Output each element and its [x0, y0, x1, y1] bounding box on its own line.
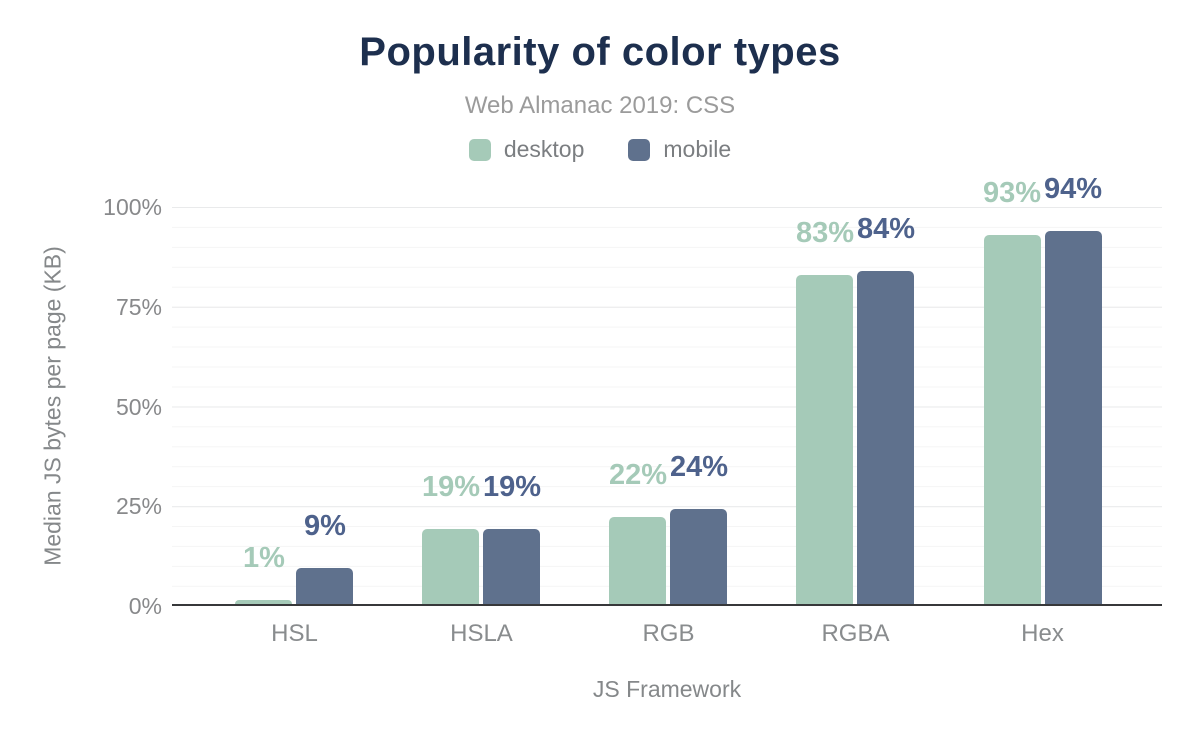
y-tick-75: 75% [115, 294, 162, 320]
bar-group-hex: 93% 94% [983, 174, 1102, 604]
bar-column-desktop-hsl: 1% [235, 207, 293, 604]
bar-value-label-desktop-hsl: 1% [242, 542, 285, 575]
bar-mobile-hsla[interactable] [483, 528, 541, 604]
y-tick-0: 0% [128, 593, 162, 619]
legend-item-desktop[interactable]: desktop [468, 136, 585, 163]
y-tick-25: 25% [115, 493, 162, 519]
mobile-swatch-icon [628, 138, 651, 161]
bar-desktop-hex[interactable] [983, 234, 1041, 604]
bar-value-label-desktop-rgba: 83% [795, 216, 855, 249]
legend: desktop mobile [0, 136, 1200, 163]
x-tick-rgba: RGBA [821, 620, 890, 647]
bar-desktop-hsla[interactable] [422, 528, 480, 604]
plot-area: 1% 9% 19% 19% 22% 24% 83% 84% 93% 94% [172, 174, 1162, 606]
bar-column-mobile-rgba: 84% [856, 207, 916, 604]
bar-desktop-rgba[interactable] [796, 274, 854, 604]
bar-column-desktop-hex: 93% [983, 178, 1041, 604]
bar-column-mobile-rgb: 24% [669, 207, 729, 604]
bar-column-desktop-rgb: 22% [608, 207, 668, 604]
bar-mobile-rgba[interactable] [857, 270, 915, 604]
x-tick-rgb: RGB [642, 620, 695, 647]
bar-group-hsla: 19% 19% [421, 207, 541, 604]
x-tick-hex: Hex [1021, 620, 1064, 647]
legend-item-mobile[interactable]: mobile [628, 136, 731, 163]
x-tick-hsla: HSLA [450, 620, 513, 647]
y-tick-100: 100% [103, 194, 162, 220]
bar-value-label-desktop-hsla: 19% [421, 470, 480, 503]
bar-column-mobile-hsl: 9% [296, 207, 354, 604]
bar-value-label-mobile-hex: 94% [1043, 172, 1103, 205]
bar-column-desktop-hsla: 19% [421, 207, 480, 604]
x-axis-ticks: HSL HSLA RGB RGBA Hex [172, 620, 1162, 650]
bar-value-label-desktop-hex: 93% [982, 176, 1042, 209]
x-tick-hsl: HSL [271, 620, 318, 647]
bar-mobile-hex[interactable] [1044, 230, 1102, 604]
chart-subtitle: Web Almanac 2019: CSS [464, 92, 736, 119]
legend-label-mobile: mobile [663, 136, 732, 162]
bar-mobile-rgb[interactable] [670, 508, 728, 604]
bar-group-rgba: 83% 84% [795, 207, 916, 604]
bar-value-label-desktop-rgb: 22% [608, 458, 668, 491]
bar-desktop-rgb[interactable] [609, 516, 667, 604]
x-axis-title: JS Framework [592, 676, 742, 702]
bar-value-label-mobile-hsl: 9% [303, 510, 346, 543]
bar-desktop-hsl[interactable] [235, 600, 293, 604]
desktop-swatch-icon [468, 138, 491, 161]
bar-column-mobile-hex: 94% [1044, 174, 1102, 604]
bar-mobile-hsl[interactable] [296, 568, 354, 604]
chart-title: Popularity of color types [359, 30, 841, 74]
bar-column-mobile-hsla: 19% [482, 207, 541, 604]
bar-column-desktop-rgba: 83% [795, 207, 855, 604]
bar-group-hsl: 1% 9% [235, 207, 354, 604]
bar-value-label-mobile-hsla: 19% [482, 470, 541, 503]
bar-group-rgb: 22% 24% [608, 207, 729, 604]
y-tick-50: 50% [115, 394, 162, 420]
legend-label-desktop: desktop [503, 136, 585, 162]
bar-value-label-mobile-rgba: 84% [856, 212, 916, 245]
bar-value-label-mobile-rgb: 24% [669, 450, 729, 483]
